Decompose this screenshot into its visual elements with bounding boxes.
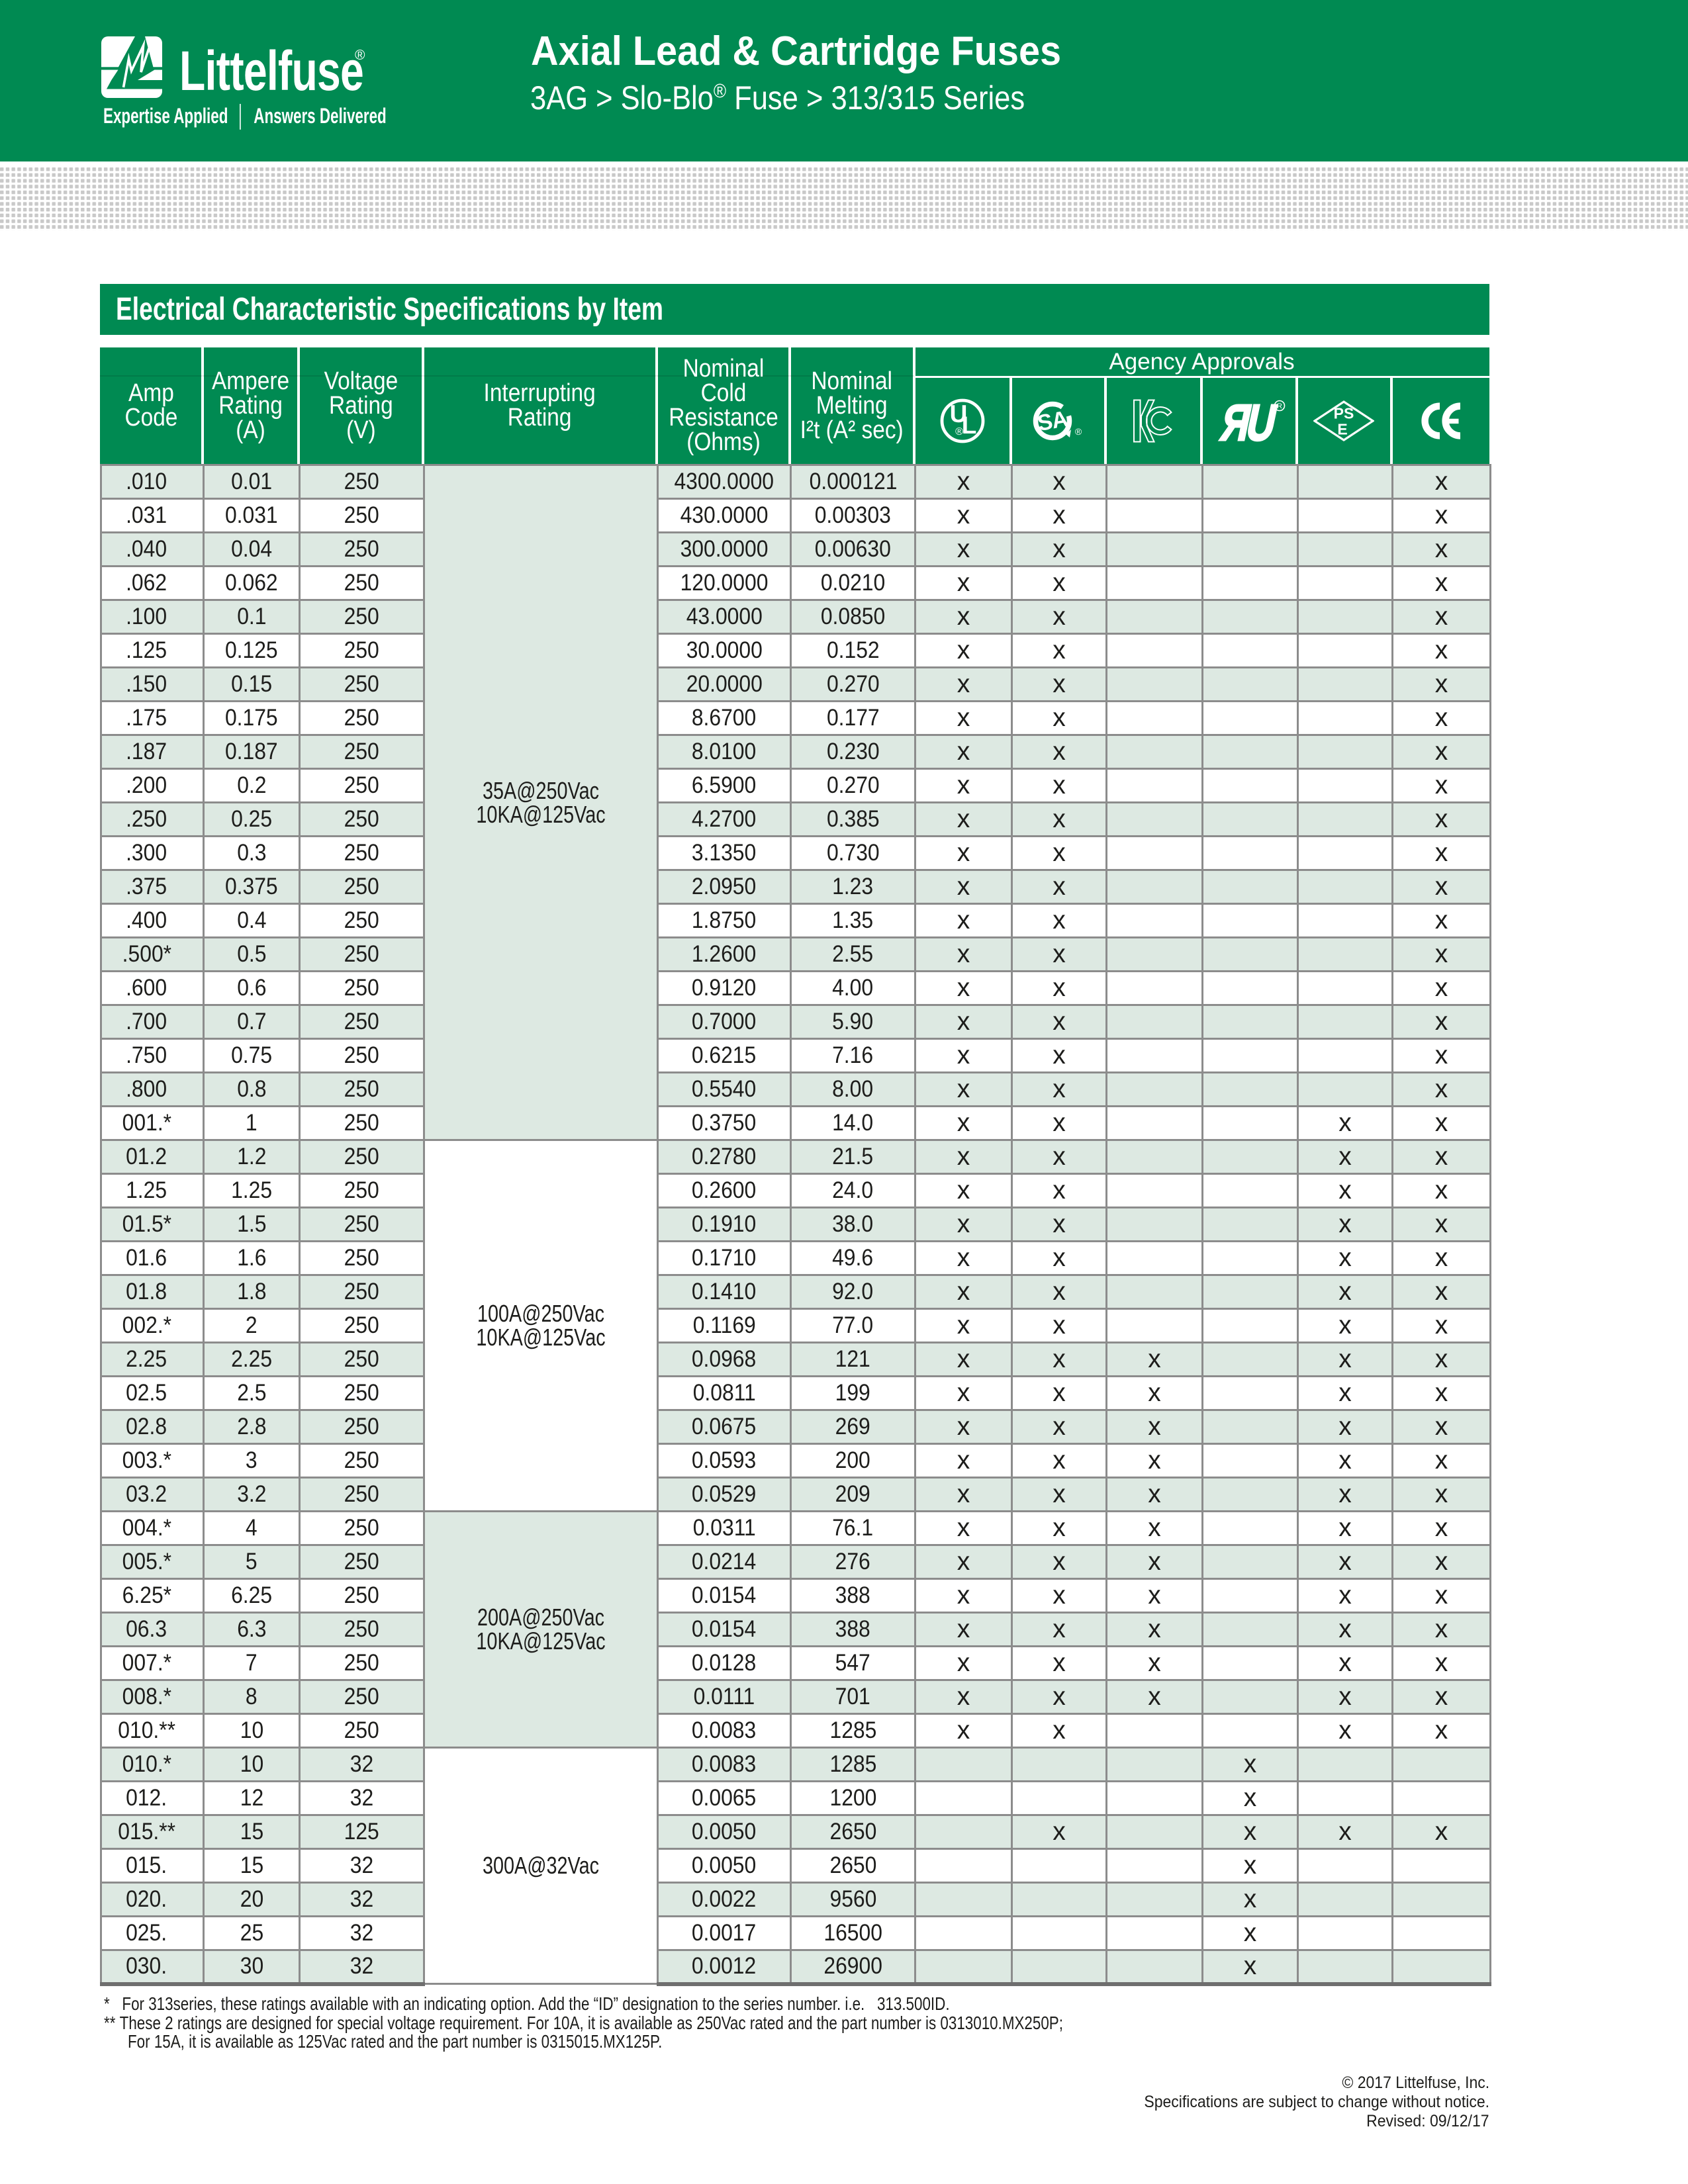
svg-text:R: R xyxy=(1277,402,1282,410)
